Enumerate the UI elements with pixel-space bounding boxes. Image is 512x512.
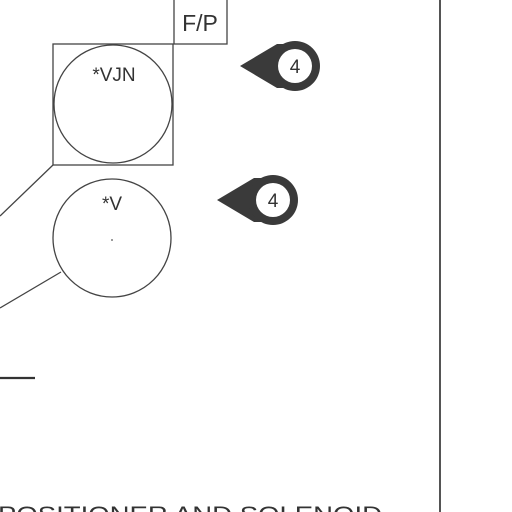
instrument-bubble-bottom <box>52 178 172 298</box>
fp-label-box <box>173 0 228 45</box>
signal-line-top <box>0 164 54 217</box>
callout-bottom-number: 4 <box>268 191 279 212</box>
callout-tag-top: 4 <box>240 41 320 91</box>
instrument-center-dot <box>111 239 113 241</box>
callout-tag-bottom: 4 <box>217 175 298 225</box>
callout-top-number: 4 <box>290 57 301 78</box>
instrument-bottom-label: *V <box>102 194 122 215</box>
instrument-housing-square <box>52 43 174 166</box>
diagram-caption: POSITIONER AND SOLENOID <box>0 502 382 512</box>
instrument-bubble-top <box>53 44 173 164</box>
instrument-top-label: *VJN <box>92 65 135 86</box>
signal-line-bottom <box>0 271 62 309</box>
fp-label: F/P <box>182 10 218 36</box>
